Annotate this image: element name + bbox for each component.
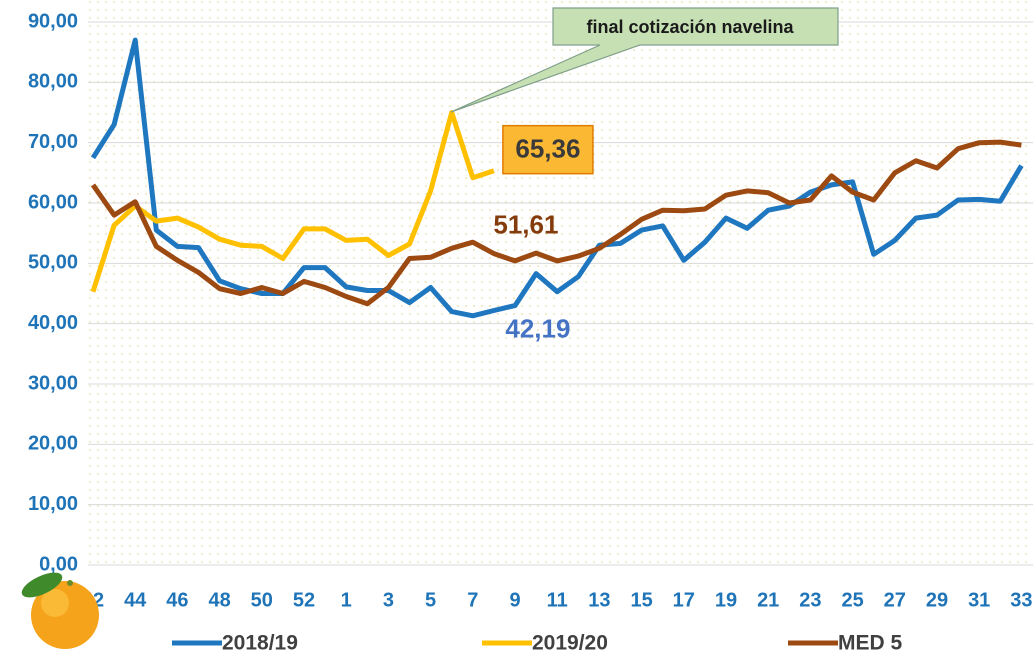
x-tick-label: 27 [884, 589, 906, 611]
legend: 2018/19 2019/20 MED 5 [172, 632, 903, 655]
legend-label: 2019/20 [532, 632, 608, 655]
x-tick-label: 46 [166, 589, 188, 611]
y-tick-label: 30,00 [28, 372, 78, 394]
callout-box [450, 7, 839, 113]
orange-icon [21, 572, 99, 649]
annotation: final cotización navelina [586, 17, 794, 37]
x-tick-label: 33 [1010, 589, 1032, 611]
grid: 0,00 10,00 20,00 30,00 40,00 50,00 60,00 70,00 8… [28, 10, 1033, 611]
x-tick-label: 48 [208, 589, 230, 611]
legend-label: MED 5 [838, 632, 903, 655]
lines [90, 37, 1024, 319]
series-line [90, 110, 495, 293]
x-tick-label: 13 [588, 589, 610, 611]
x-tick-label: 11 [547, 589, 568, 611]
y-tick-label: 80,00 [28, 71, 78, 93]
labels: 42,19 65,36 51,61 [493, 124, 594, 343]
value-label: 42,19 [505, 313, 570, 343]
x-tick-label: 19 [715, 589, 737, 611]
x-tick-label: 7 [467, 589, 478, 611]
x-tick-label: 21 [757, 589, 779, 611]
y-tick-label: 60,00 [28, 191, 78, 213]
x-tick-label: 44 [124, 589, 147, 611]
x-tick-label: 50 [251, 589, 273, 611]
x-tick-label: 1 [341, 589, 352, 611]
x-tick-label: 5 [425, 589, 436, 611]
y-tick-label: 70,00 [28, 131, 78, 153]
x-tick-label: 25 [841, 589, 863, 611]
y-tick-label: 40,00 [28, 312, 78, 334]
x-tick-label: 17 [673, 589, 695, 611]
value-label: 51,61 [493, 209, 558, 239]
plot-background [88, 0, 1033, 568]
x-tick-label: 23 [799, 589, 821, 611]
x-tick-label: 9 [509, 589, 520, 611]
y-tick-label: 20,00 [28, 433, 78, 455]
x-tick-label: 29 [926, 589, 948, 611]
x-tick-label: 31 [968, 589, 990, 611]
x-tick-label: 15 [630, 589, 652, 611]
y-tick-label: 0,00 [39, 553, 78, 575]
value-label: 65,36 [515, 134, 580, 164]
y-tick-label: 50,00 [28, 252, 78, 274]
y-tick-label: 10,00 [28, 493, 78, 515]
series-line [90, 139, 1022, 307]
x-tick-label: 3 [383, 589, 394, 611]
legend-label: 2018/19 [222, 632, 298, 655]
value-label-box [502, 124, 594, 175]
x-tick-label: 52 [293, 589, 315, 611]
y-tick-label: 90,00 [28, 10, 78, 32]
